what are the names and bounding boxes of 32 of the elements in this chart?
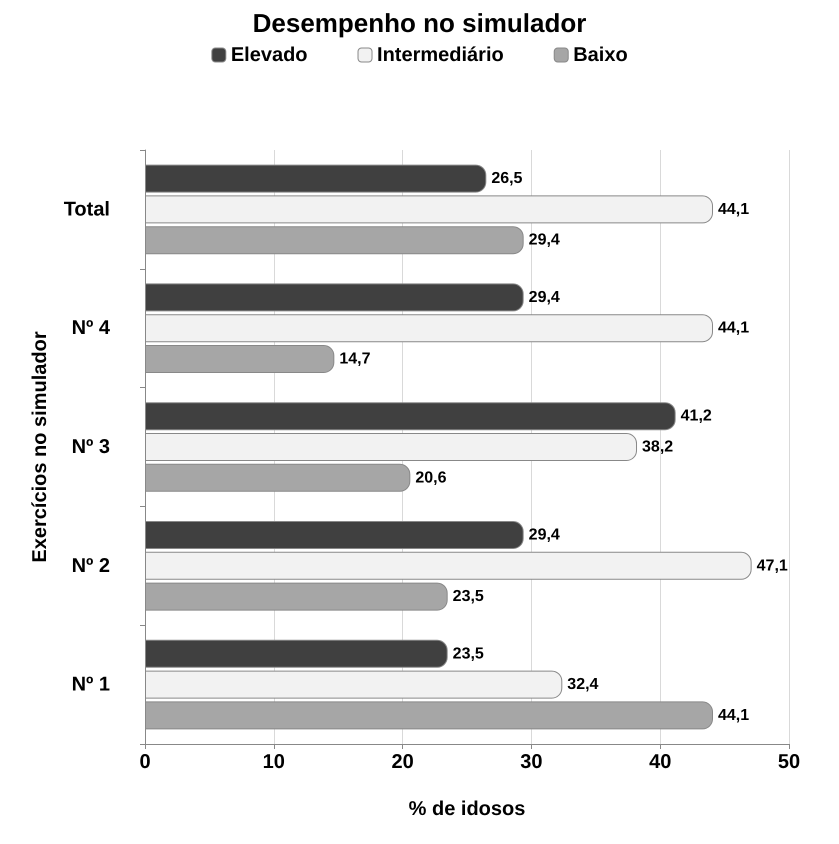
x-tick-label: 20 xyxy=(391,751,414,773)
data-label: 32,4 xyxy=(567,676,599,694)
y-tick-label: Total xyxy=(64,198,110,220)
legend-label: Elevado xyxy=(230,44,308,66)
data-label: 26,5 xyxy=(491,170,523,188)
x-tick-label: 0 xyxy=(139,751,151,773)
chart-title: Desempenho no simulador xyxy=(252,8,586,38)
data-label: 44,1 xyxy=(718,200,750,218)
y-tick-label: Nº 4 xyxy=(72,317,111,340)
data-label: 47,1 xyxy=(756,557,788,574)
data-label: 38,2 xyxy=(642,438,674,456)
data-label: 29,4 xyxy=(528,526,560,544)
data-label: 44,1 xyxy=(718,320,750,337)
x-tick-label: 30 xyxy=(520,751,543,773)
data-label: 44,1 xyxy=(718,706,750,724)
data-label: 23,5 xyxy=(452,645,484,662)
data-label: 20,6 xyxy=(415,469,447,486)
legend-label: Baixo xyxy=(573,44,628,66)
x-tick-label: 50 xyxy=(778,751,800,773)
x-axis-title: % de idosos xyxy=(408,798,526,820)
x-tick-label: 10 xyxy=(262,751,285,773)
data-label: 29,4 xyxy=(528,232,560,249)
y-tick-label: Nº 3 xyxy=(72,436,110,458)
data-label: 41,2 xyxy=(680,408,712,425)
y-axis-title: Exercícios no simulador xyxy=(29,331,51,563)
y-tick-label: Nº 1 xyxy=(72,674,110,696)
x-tick-label: 40 xyxy=(649,751,672,773)
y-tick-label: Nº 2 xyxy=(72,554,110,577)
legend-label: Intermediário xyxy=(377,44,504,66)
data-label: 29,4 xyxy=(528,288,560,306)
data-label: 14,7 xyxy=(339,350,371,368)
data-label: 23,5 xyxy=(452,588,484,606)
